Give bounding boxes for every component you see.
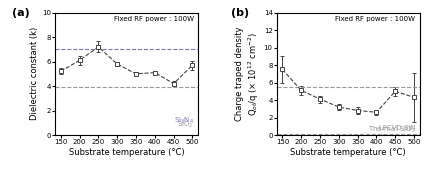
Text: (b): (b) bbox=[231, 8, 249, 18]
Text: SiO$_2$: SiO$_2$ bbox=[177, 120, 194, 130]
Text: Fixed RF power : 100W: Fixed RF power : 100W bbox=[114, 16, 194, 22]
Text: (a): (a) bbox=[12, 8, 30, 18]
Text: LPCVD SiN: LPCVD SiN bbox=[379, 125, 416, 131]
Y-axis label: Charge traped density
Q$_{ot}$/q (× 10$^{12}$ cm$^{-2}$): Charge traped density Q$_{ot}$/q (× 10$^… bbox=[235, 27, 261, 121]
X-axis label: Substrate temperature (°C): Substrate temperature (°C) bbox=[69, 148, 184, 157]
Y-axis label: Dielectric constant (k): Dielectric constant (k) bbox=[30, 27, 39, 120]
Text: Thermal SiO$_2$: Thermal SiO$_2$ bbox=[368, 125, 416, 135]
X-axis label: Substrate temperature (°C): Substrate temperature (°C) bbox=[290, 148, 406, 157]
Text: Si$_3$N$_4$: Si$_3$N$_4$ bbox=[174, 116, 194, 126]
Text: Fixed RF power : 100W: Fixed RF power : 100W bbox=[335, 16, 416, 22]
